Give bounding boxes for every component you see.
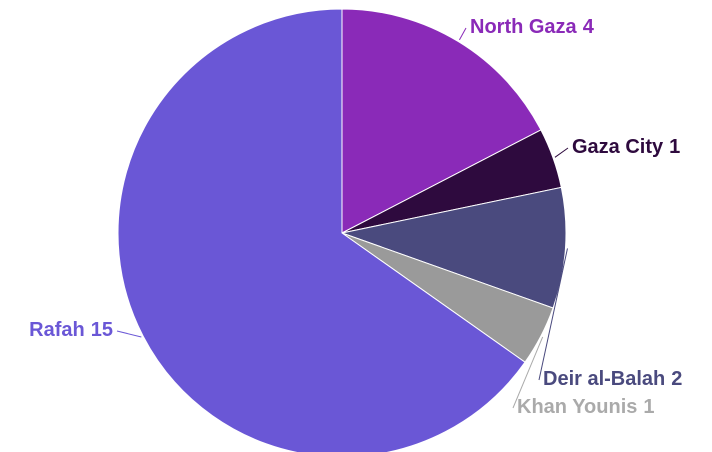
pie-slice (341, 8, 542, 234)
pie-slice (340, 186, 567, 309)
leader-line (458, 27, 467, 41)
label-name: Deir al-Balah (543, 368, 665, 390)
pie-slice (117, 8, 526, 452)
label-value: 1 (669, 136, 680, 158)
slice-label: Rafah 15 (29, 319, 113, 341)
slice-label: Deir al-Balah 2 (543, 368, 682, 390)
label-value: 4 (583, 16, 595, 38)
leader-line (554, 147, 569, 158)
slice-label: North Gaza 4 (470, 16, 595, 38)
label-value: 1 (643, 396, 654, 418)
label-name: Khan Younis (517, 396, 637, 418)
label-name: Gaza City (572, 136, 664, 158)
leader-line (538, 248, 568, 381)
slice-label: Gaza City 1 (572, 136, 680, 158)
leader-line (116, 330, 142, 338)
label-name: Rafah (29, 319, 85, 341)
label-name: North Gaza (470, 16, 578, 38)
label-value: 2 (671, 368, 682, 390)
label-value: 15 (91, 319, 113, 341)
slice-label: Khan Younis 1 (517, 396, 655, 418)
leader-line (512, 336, 544, 409)
